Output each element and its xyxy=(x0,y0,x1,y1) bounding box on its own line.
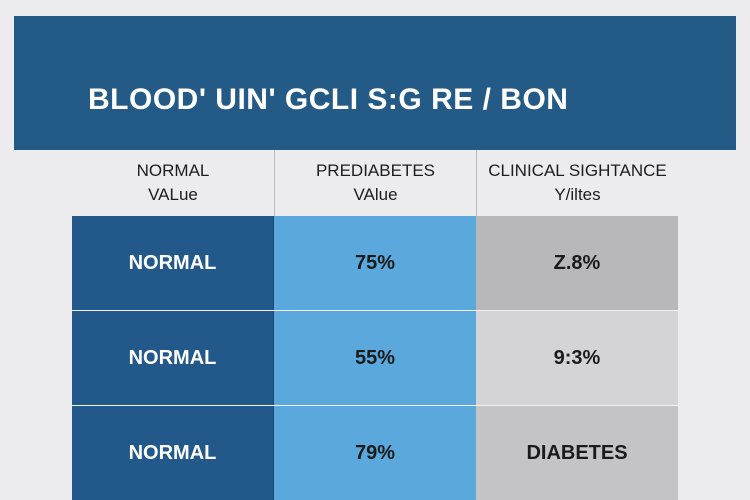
column-header-clinical: CLINICAL SIGHTANCE Y/iltes xyxy=(476,150,678,216)
table-row: NORMAL 75% Z.8% xyxy=(72,216,678,311)
data-table: NORMAL 75% Z.8% NORMAL 55% 9:3% NORMAL 7… xyxy=(72,216,678,500)
title-banner: BLOOD' UIN' GCLI S:G RE / BON xyxy=(14,16,736,150)
column-header-line1: CLINICAL SIGHTANCE xyxy=(488,161,667,180)
cell-normal: NORMAL xyxy=(72,406,274,500)
column-header-line2: VAlue xyxy=(353,185,398,204)
cell-normal: NORMAL xyxy=(72,311,274,405)
cell-clinical: DIABETES xyxy=(476,406,678,500)
table-row: NORMAL 55% 9:3% xyxy=(72,311,678,406)
cell-clinical: 9:3% xyxy=(476,311,678,405)
column-header-line1: NORMAL xyxy=(136,161,210,180)
column-header-line1: PREDIABETES xyxy=(315,161,436,180)
column-header-normal: NORMAL VALue xyxy=(72,150,274,216)
cell-prediabetes: 79% xyxy=(274,406,476,500)
cell-prediabetes: 75% xyxy=(274,216,476,310)
column-header-prediabetes: PREDIABETES VAlue xyxy=(274,150,476,216)
table-row: NORMAL 79% DIABETES xyxy=(72,406,678,500)
column-header-line2: VALue xyxy=(148,185,198,204)
cell-normal: NORMAL xyxy=(72,216,274,310)
cell-clinical: Z.8% xyxy=(476,216,678,310)
chart-title: BLOOD' UIN' GCLI S:G RE / BON xyxy=(88,83,569,116)
table-header: NORMAL VALue PREDIABETES VAlue CLINICAL … xyxy=(72,150,678,216)
column-header-line2: Y/iltes xyxy=(554,185,601,204)
cell-prediabetes: 55% xyxy=(274,311,476,405)
